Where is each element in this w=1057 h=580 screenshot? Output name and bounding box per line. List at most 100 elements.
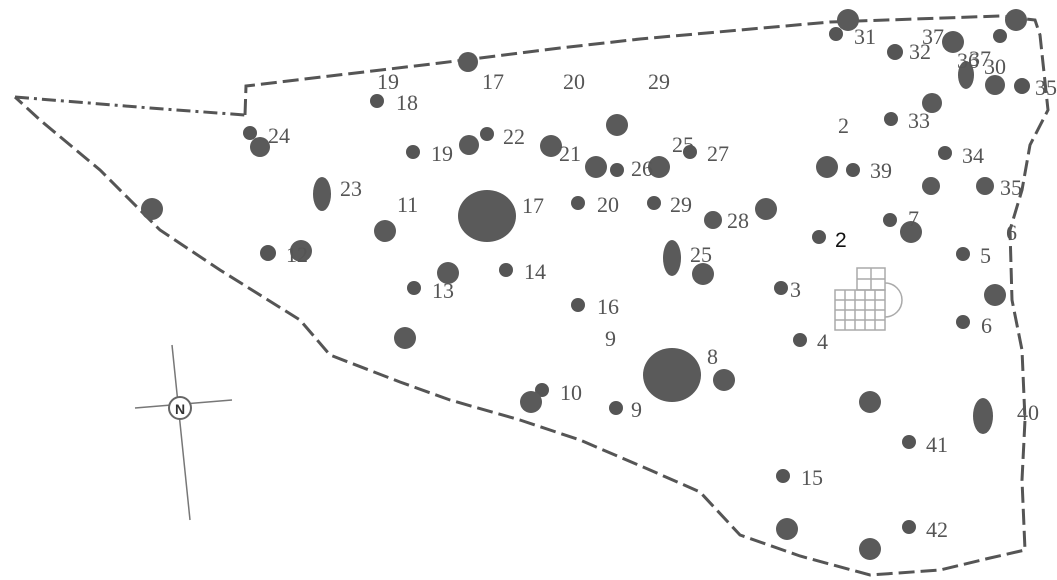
tree-label: 31 <box>854 24 876 49</box>
tree-label: 29 <box>670 192 692 217</box>
tree-label: 7 <box>908 206 919 231</box>
tree-marker <box>609 401 623 415</box>
tree-marker <box>663 240 681 276</box>
tree-marker <box>922 177 940 195</box>
tree-label: 27 <box>707 141 729 166</box>
tree-label: 42 <box>926 517 948 542</box>
tree-label: 12 <box>286 242 308 267</box>
tree-label: 34 <box>962 143 984 168</box>
tree-marker <box>1005 9 1027 31</box>
tree-marker <box>900 221 922 243</box>
tree-marker <box>776 469 790 483</box>
tree-marker <box>816 156 838 178</box>
tree-marker <box>643 348 701 402</box>
tree-marker <box>648 156 670 178</box>
tree-marker <box>958 61 974 89</box>
tree-label: 4 <box>817 329 828 354</box>
tree-label: 36 <box>957 48 979 73</box>
tree-marker <box>250 137 270 157</box>
tree-marker <box>976 177 994 195</box>
tree-marker <box>846 163 860 177</box>
tree-marker <box>141 198 163 220</box>
tree-label: 32 <box>909 39 931 64</box>
tree-marker <box>683 145 697 159</box>
compass-circle <box>168 396 192 420</box>
tree-marker <box>520 391 542 413</box>
tree-marker <box>793 333 807 347</box>
tree-label: 24 <box>268 123 290 148</box>
tree-marker <box>984 284 1006 306</box>
tree-marker <box>704 211 722 229</box>
tree-marker <box>938 146 952 160</box>
tree-marker <box>837 9 859 31</box>
tree-marker <box>540 135 562 157</box>
tree-label: 40 <box>1017 400 1039 425</box>
tree-markers <box>141 9 1030 560</box>
tree-marker <box>571 196 585 210</box>
tree-label: 17 <box>522 193 544 218</box>
tree-label: 6 <box>981 313 992 338</box>
tree-marker <box>902 520 916 534</box>
tree-marker <box>585 156 607 178</box>
tree-marker <box>774 281 788 295</box>
tree-label: 25 <box>672 132 694 157</box>
tree-marker <box>956 315 970 329</box>
tree-marker <box>260 245 276 261</box>
tree-marker <box>973 398 993 434</box>
tree-label: 9 <box>631 397 642 422</box>
boundary-dashdot-line <box>14 95 246 117</box>
tree-marker <box>499 263 513 277</box>
tree-marker <box>902 435 916 449</box>
tree-marker <box>374 220 396 242</box>
tree-marker <box>571 298 585 312</box>
tree-marker <box>812 230 826 244</box>
site-boundary <box>13 14 1050 577</box>
tree-marker <box>859 391 881 413</box>
boundary-dashed-line <box>13 14 1050 577</box>
tree-marker <box>956 247 970 261</box>
tree-marker <box>535 383 549 397</box>
building-grid-icon <box>834 267 903 331</box>
tree-label: 35 <box>1000 175 1022 200</box>
tree-label: 11 <box>397 192 418 217</box>
tree-marker <box>458 52 478 72</box>
tree-marker <box>993 29 1007 43</box>
tree-marker <box>1014 78 1030 94</box>
tree-label: 25 <box>690 242 712 267</box>
tree-label: 2 <box>838 113 849 138</box>
tree-marker <box>829 27 843 41</box>
tree-label: 9 <box>605 326 616 351</box>
tree-marker <box>407 281 421 295</box>
tree-label: 10 <box>560 380 582 405</box>
tree-label: 17 <box>482 69 504 94</box>
tree-label: 20 <box>563 69 585 94</box>
tree-marker <box>458 190 516 242</box>
tree-marker <box>406 145 420 159</box>
compass-north-label: N <box>175 401 185 417</box>
tree-marker <box>459 135 479 155</box>
tree-marker <box>437 262 459 284</box>
tree-label: 6 <box>1006 220 1017 245</box>
tree-label: 30 <box>984 54 1006 79</box>
tree-label: 28 <box>727 208 749 233</box>
tree-marker <box>370 94 384 108</box>
tree-label: 13 <box>432 278 454 303</box>
tree-label: 35 <box>1035 75 1057 100</box>
tree-marker <box>243 126 257 140</box>
tree-label: 41 <box>926 432 948 457</box>
tree-label: 22 <box>503 124 525 149</box>
tree-labels: 19 18 17 20 29 24 22 19 21 26 25 27 23 1… <box>268 24 1057 542</box>
tree-label: 37 <box>922 24 944 49</box>
tree-marker <box>776 518 798 540</box>
tree-marker <box>713 369 735 391</box>
tree-label: 8 <box>707 344 718 369</box>
tree-label: 23 <box>340 176 362 201</box>
tree-marker <box>692 263 714 285</box>
tree-label: 14 <box>524 259 546 284</box>
tree-label: 19 <box>377 69 399 94</box>
compass-north-arrow: N <box>134 344 233 521</box>
tree-marker <box>606 114 628 136</box>
tree-label: 2 <box>835 229 847 252</box>
tree-marker <box>480 127 494 141</box>
